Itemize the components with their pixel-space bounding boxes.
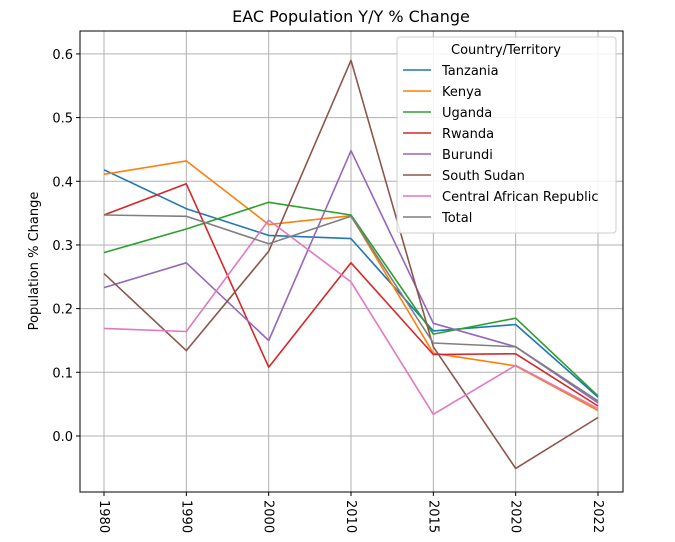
legend: Country/Territory Tanzania Kenya Uganda Rwa…: [396, 36, 617, 234]
series-line-tanzania: [103, 169, 599, 398]
x-tick-label: 1980: [96, 500, 111, 533]
y-tick-label: 0.0: [52, 430, 73, 445]
series-layer: [103, 59, 599, 470]
y-tick-label: 0.5: [52, 112, 73, 127]
series-line-south-sudan: [103, 59, 599, 470]
x-tick-label: 2010: [343, 500, 358, 533]
chart-title: EAC Population Y/Y % Change: [232, 7, 470, 26]
x-tick-label: 1990: [178, 500, 193, 533]
y-tick-label: 0.4: [52, 175, 73, 190]
x-tick-label: 2015: [425, 500, 440, 533]
x-axis: 1980 1990 2000 2010 2015 2020 2022: [96, 492, 605, 533]
legend-title: Country/Territory: [451, 43, 561, 58]
series-line-central-african-republic: [103, 219, 599, 416]
y-tick-label: 0.3: [52, 239, 73, 254]
y-tick-label: 0.2: [52, 303, 73, 318]
legend-label-burundi: Burundi: [442, 148, 493, 163]
series-line-total: [103, 214, 599, 402]
series-line-uganda: [103, 201, 599, 397]
legend-label-central-african-republic: Central African Republic: [442, 190, 598, 205]
legend-label-uganda: Uganda: [442, 106, 492, 121]
x-tick-label: 2000: [261, 500, 276, 533]
y-axis-label: Population % Change: [27, 192, 42, 331]
legend-label-kenya: Kenya: [442, 85, 482, 100]
y-axis: 0.0 0.1 0.2 0.3 0.4 0.5 0.6: [52, 48, 80, 445]
y-tick-label: 0.1: [52, 366, 73, 381]
legend-items: Tanzania Kenya Uganda Rwanda Burundi South Su…: [403, 64, 598, 226]
legend-label-total: Total: [441, 211, 472, 226]
x-tick-label: 2020: [508, 500, 523, 533]
x-tick-label: 2022: [590, 500, 605, 533]
legend-box: [396, 36, 617, 234]
legend-label-rwanda: Rwanda: [442, 127, 494, 142]
series-line-rwanda: [103, 183, 599, 407]
legend-label-tanzania: Tanzania: [441, 64, 499, 79]
y-tick-label: 0.6: [52, 48, 73, 63]
legend-label-south-sudan: South Sudan: [442, 169, 525, 184]
